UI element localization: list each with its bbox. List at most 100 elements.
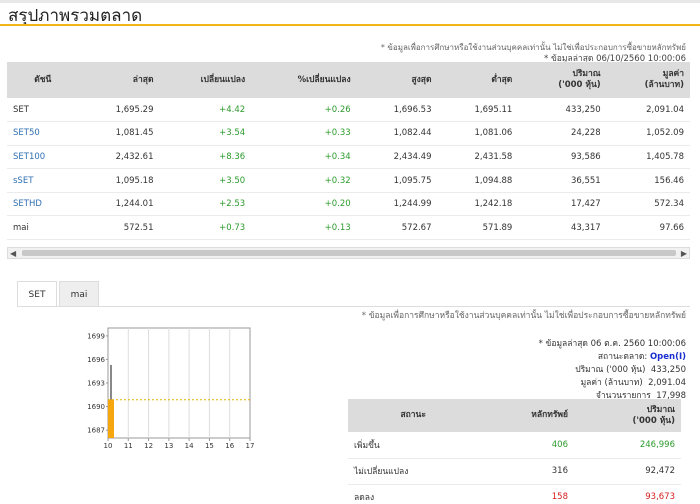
status-label: เพิ่มขึ้น <box>348 432 479 459</box>
last-value: 1,244.01 <box>78 192 160 217</box>
col-value-label: มูลค่า (ล้านบาท) <box>644 69 684 90</box>
x-tick-label: 13 <box>164 442 173 450</box>
index-name[interactable]: SETHD <box>7 192 79 217</box>
x-tick-label: 16 <box>225 442 234 450</box>
pct-change-value: +0.20 <box>251 192 357 217</box>
value-value: 1,052.09 <box>606 121 690 146</box>
last-value: 2,432.61 <box>78 145 160 170</box>
change-value: +0.73 <box>159 215 252 241</box>
y-tick-label: 1687 <box>87 427 105 435</box>
x-tick-label: 17 <box>246 442 255 450</box>
summary-volume: 246,996 <box>574 432 681 459</box>
tab-mai[interactable]: mai <box>59 281 99 307</box>
updated-note: * ข้อมูลล่าสุด 06/10/2560 10:00:06 <box>544 54 686 64</box>
change-value: +8.36 <box>159 145 252 170</box>
title-accent <box>0 0 700 3</box>
high-value: 572.67 <box>356 215 438 241</box>
info-disclaimer: * ข้อมูลเพื่อการศึกษาหรือใช้งานส่วนบุคคล… <box>361 311 686 321</box>
y-tick-label: 1690 <box>87 403 105 411</box>
info-status: สถานะตลาด: Open(I) <box>598 349 686 363</box>
value-value: 156.46 <box>606 168 690 193</box>
col-change: เปลี่ยนแปลง <box>159 62 252 98</box>
last-value: 1,695.29 <box>78 98 160 123</box>
low-value: 1,242.18 <box>437 192 519 217</box>
table-row: SET50 1,081.45 +3.54 +0.33 1,082.44 1,081.06 2… <box>7 121 690 146</box>
col-high: สูงสุด <box>356 62 438 98</box>
status-label: ลดลง <box>348 484 479 504</box>
low-value: 2,431.58 <box>437 145 519 170</box>
high-value: 1,095.75 <box>356 168 438 193</box>
col-status: สถานะ <box>348 399 479 432</box>
status-label: สถานะตลาด: <box>597 352 648 362</box>
table-row: ไม่เปลี่ยนแปลง 316 92,472 <box>348 458 681 485</box>
plot-area <box>107 327 251 439</box>
price-bar <box>108 399 114 438</box>
x-tick-label: 11 <box>124 442 133 450</box>
trades-value: 17,998 <box>656 391 686 401</box>
pct-change-value: +0.33 <box>251 121 357 146</box>
col-pct-change: %เปลี่ยนแปลง <box>251 62 357 98</box>
securities-count: 406 <box>478 432 574 459</box>
pct-change-value: +0.34 <box>251 145 357 170</box>
last-value: 1,081.45 <box>78 121 160 146</box>
info-updated: * ข้อมูลล่าสุด 06 ต.ค. 2560 10:00:06 <box>538 339 686 349</box>
scroll-thumb[interactable] <box>22 250 676 256</box>
low-value: 1,094.88 <box>437 168 519 193</box>
advance-decline-table: สถานะ หลักทรัพย์ ปริมาณ ('000 หุ้น) เพิ่… <box>348 399 681 504</box>
x-tick-label: 12 <box>144 442 153 450</box>
trades-label: จำนวนรายการ <box>595 391 651 401</box>
table-row: mai 572.51 +0.73 +0.13 572.67 571.89 43,317 97.… <box>7 215 690 241</box>
volume-value: 24,228 <box>518 121 607 146</box>
table-row: SETHD 1,244.01 +2.53 +0.20 1,244.99 1,242.18 1… <box>7 192 690 217</box>
price-spike <box>110 364 112 400</box>
info-trades: จำนวนรายการ 17,998 <box>596 388 686 402</box>
index-name[interactable]: sSET <box>7 168 79 193</box>
scroll-left-icon[interactable]: ◀ <box>10 249 17 258</box>
pct-change-value: +0.13 <box>251 215 357 241</box>
tab-divider <box>17 306 690 307</box>
market-index-table: ดัชนี ล่าสุด เปลี่ยนแปลง %เปลี่ยนแปลง สู… <box>7 62 690 241</box>
x-tick-label: 14 <box>185 442 194 450</box>
status-value: Open(I) <box>649 352 686 362</box>
index-name: mai <box>7 215 79 241</box>
x-tick-label: 10 <box>104 442 113 450</box>
table-row: เพิ่มขึ้น 406 246,996 <box>348 432 681 459</box>
status-label: ไม่เปลี่ยนแปลง <box>348 458 479 485</box>
x-tick-label: 15 <box>205 442 214 450</box>
horizontal-scrollbar[interactable]: ◀ ▶ <box>7 247 690 259</box>
table-row: SET100 2,432.61 +8.36 +0.34 2,434.49 2,431.58… <box>7 145 690 170</box>
col-last: ล่าสุด <box>78 62 160 98</box>
intraday-chart: 10 11 12 13 14 15 16 17 1687 1690 1693 1696 1699 <box>87 327 255 450</box>
volume-label: ปริมาณ ('000 หุ้น) <box>575 365 646 375</box>
volume-value: 36,551 <box>518 168 607 193</box>
index-name[interactable]: SET100 <box>7 145 79 170</box>
index-name: SET <box>7 98 79 123</box>
last-value: 1,095.18 <box>78 168 160 193</box>
page-title: สรุปภาพรวมตลาด <box>8 6 143 26</box>
info-volume: ปริมาณ ('000 หุ้น) 433,250 <box>575 362 686 376</box>
pct-change-value: +0.26 <box>251 98 357 123</box>
value-label: มูลค่า (ล้านบาท) <box>580 378 643 388</box>
change-value: +3.50 <box>159 168 252 193</box>
y-tick-label: 1696 <box>87 356 105 364</box>
high-value: 2,434.49 <box>356 145 438 170</box>
index-name[interactable]: SET50 <box>7 121 79 146</box>
title-underline <box>0 24 700 26</box>
y-tick-label: 1693 <box>87 380 105 388</box>
disclaimer-note: * ข้อมูลเพื่อการศึกษาหรือใช้งานส่วนบุคคล… <box>380 43 686 52</box>
scroll-right-icon[interactable]: ▶ <box>680 249 687 258</box>
volume-value: 17,427 <box>518 192 607 217</box>
col-summary-volume-label: ปริมาณ ('000 หุ้น) <box>632 404 676 426</box>
high-value: 1,696.53 <box>356 98 438 123</box>
y-tick-label: 1699 <box>87 332 105 340</box>
volume-value: 433,250 <box>650 365 686 375</box>
tab-set[interactable]: SET <box>17 281 57 307</box>
col-volume-label: ปริมาณ ('000 หุ้น) <box>558 69 601 90</box>
info-value: มูลค่า (ล้านบาท) 2,091.04 <box>581 375 686 389</box>
last-value: 572.51 <box>78 215 160 241</box>
value-value: 2,091.04 <box>648 378 686 388</box>
securities-count: 158 <box>478 484 574 504</box>
change-value: +2.53 <box>159 192 252 217</box>
col-volume: ปริมาณ ('000 หุ้น) <box>518 62 607 98</box>
table-row: sSET 1,095.18 +3.50 +0.32 1,095.75 1,094.88 36… <box>7 168 690 193</box>
